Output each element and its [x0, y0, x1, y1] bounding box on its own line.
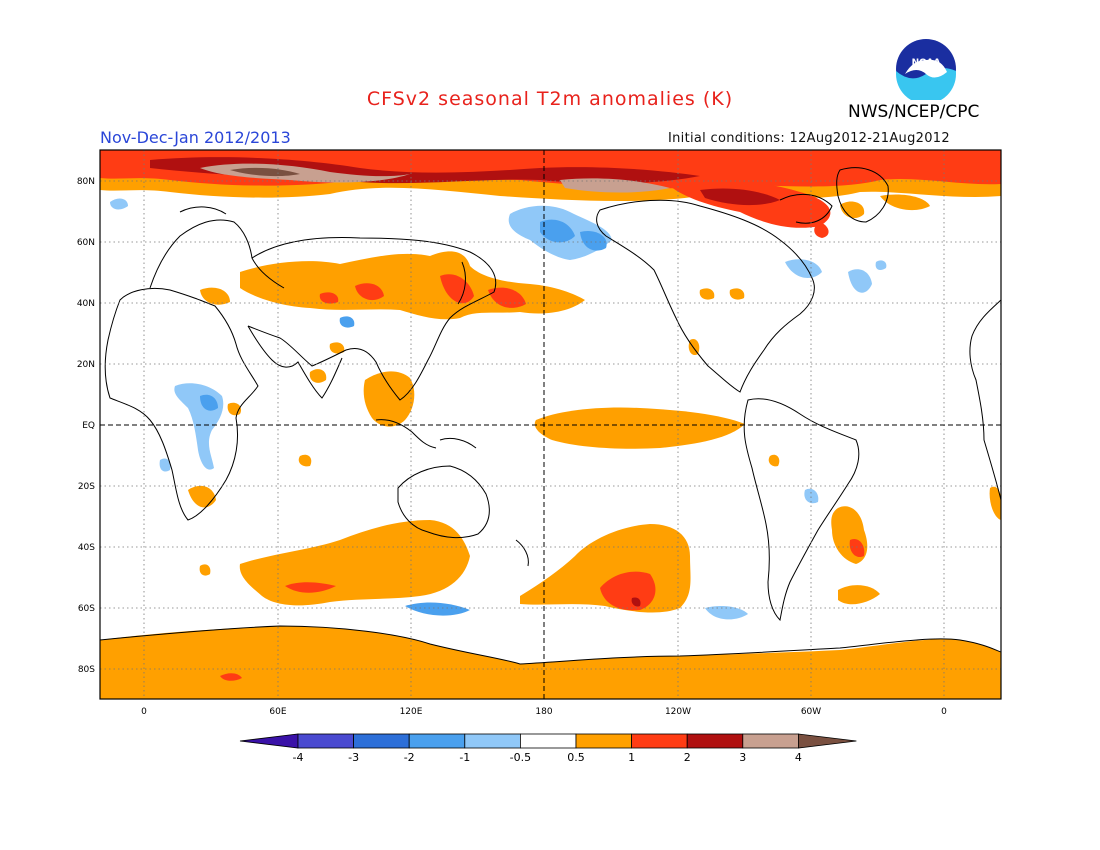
- legend-label: -0.5: [510, 751, 531, 764]
- legend-label: 3: [739, 751, 746, 764]
- lat-label: 80S: [78, 665, 95, 675]
- lat-label: 40N: [77, 299, 95, 309]
- lat-label: 60S: [78, 604, 95, 614]
- legend-label: 4: [795, 751, 802, 764]
- legend-label: -3: [348, 751, 359, 764]
- map-title: CFSv2 seasonal T2m anomalies (K): [366, 88, 734, 110]
- legend-swatch: [408, 733, 466, 749]
- lon-label: 180: [535, 707, 552, 717]
- forecast-period: Nov-Dec-Jan 2012/2013: [100, 128, 291, 147]
- legend-swatch: [686, 733, 744, 749]
- legend-label: 1: [628, 751, 635, 764]
- organization-label: NWS/NCEP/CPC: [848, 102, 980, 122]
- lat-label: 20N: [77, 360, 95, 370]
- lon-label: 60E: [269, 707, 286, 717]
- reference-lines: [100, 150, 1001, 699]
- legend-swatch: [297, 733, 354, 749]
- lat-label: 60N: [77, 238, 95, 248]
- lat-label: 20S: [78, 482, 95, 492]
- coastlines: [100, 167, 1001, 665]
- lat-label: EQ: [82, 421, 95, 431]
- legend-label: -4: [293, 751, 304, 764]
- initial-conditions: Initial conditions: 12Aug2012-21Aug2012: [668, 131, 950, 146]
- lon-label: 120W: [665, 707, 691, 717]
- lat-label: 40S: [78, 543, 95, 553]
- legend-label: 0.5: [567, 751, 585, 764]
- legend-swatch: [353, 733, 410, 749]
- legend-arrow-low: [239, 733, 299, 749]
- legend-label: -1: [459, 751, 470, 764]
- logo-text: NOAA: [912, 58, 941, 68]
- lon-label: 0: [141, 707, 147, 717]
- legend-swatch: [520, 733, 577, 749]
- legend-label: 2: [684, 751, 691, 764]
- lon-label: 60W: [801, 707, 821, 717]
- noaa-logo: NOAA: [896, 39, 956, 100]
- legend-swatch: [464, 733, 521, 749]
- legend-swatch: [631, 733, 688, 749]
- lon-label: 0: [941, 707, 947, 717]
- lon-label: 120E: [400, 707, 423, 717]
- lat-label: 80N: [77, 177, 95, 187]
- legend-arrow-high: [798, 733, 857, 749]
- color-legend: -4 -3 -2 -1 -0.5 0.5 1 2 3 4: [239, 733, 857, 764]
- map-frame: [99, 149, 1002, 700]
- legend-swatch: [575, 733, 632, 749]
- legend-swatch: [742, 733, 799, 749]
- legend-label: -2: [404, 751, 415, 764]
- anomaly-shading: [100, 150, 1001, 699]
